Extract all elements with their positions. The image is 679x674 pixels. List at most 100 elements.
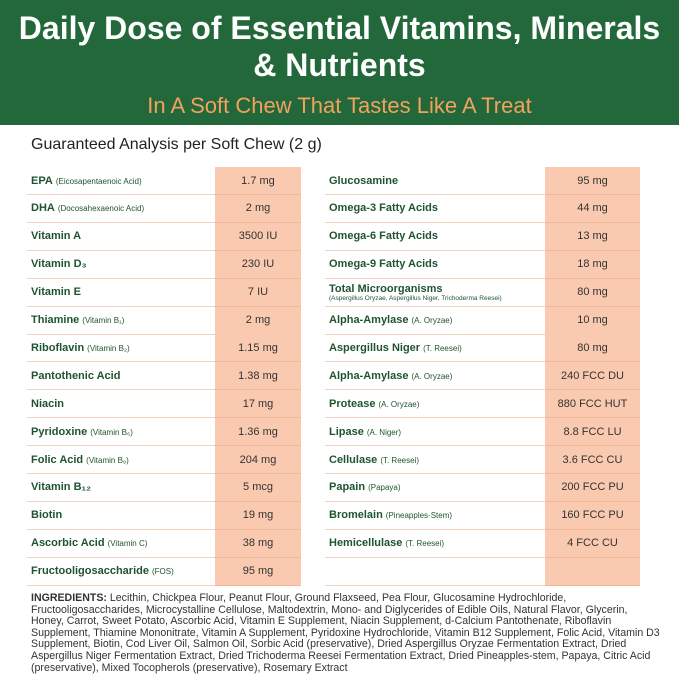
nutrient-name: Bromelain — [329, 509, 383, 522]
row-value: 18 mg — [545, 250, 640, 279]
row-name: Cellulase (T. Reesei) — [325, 446, 545, 474]
row-name: Ascorbic Acid (Vitamin C) — [27, 530, 215, 558]
nutrient-name: Fructooligosaccharide — [31, 565, 149, 578]
row-name: Vitamin A — [27, 223, 215, 251]
nutrient-note: (A. Oryzae) — [411, 371, 453, 381]
name-wrap: Pyridoxine (Vitamin B₆) — [31, 426, 133, 438]
row-name: Glucosamine — [325, 167, 545, 195]
nutrient-name: Omega-9 Fatty Acids — [329, 258, 439, 271]
nutrient-name: Vitamin E — [31, 286, 81, 299]
nutrient-name: DHA — [31, 202, 55, 215]
row-value: 95 mg — [545, 167, 640, 195]
nutrient-name: Pyridoxine — [31, 425, 88, 438]
name-wrap: Aspergillus Niger (T. Reesei) — [329, 342, 462, 354]
row-name — [325, 558, 545, 586]
nutrient-note: (Aspergillus Oryzae, Aspergillus Niger, … — [329, 294, 502, 302]
nutrient-name: Alpha-Amylase — [329, 369, 409, 382]
row-name: Folic Acid (Vitamin B₉) — [27, 446, 215, 474]
nutrient-value: 204 mg — [239, 453, 277, 466]
row-value: 7 IU — [215, 278, 301, 307]
row-value: 1.7 mg — [215, 167, 301, 195]
nutrient-name: Glucosamine — [329, 174, 399, 187]
nutrient-value: 3.6 FCC CU — [562, 453, 623, 466]
row-value: 95 mg — [215, 557, 301, 586]
row-value: 230 IU — [215, 250, 301, 279]
row-value: 10 mg — [545, 306, 640, 335]
nutrient-value: 95 mg — [577, 174, 608, 187]
row-value: 38 mg — [215, 529, 301, 558]
nutrient-name: Alpha-Amylase — [329, 314, 409, 326]
nutrient-note: (Pineapples-Stem) — [385, 511, 453, 521]
row-value: 80 mg — [545, 334, 640, 363]
row-name: Alpha-Amylase (A. Oryzae) — [325, 362, 545, 391]
name-wrap: Cellulase (T. Reesei) — [329, 454, 419, 466]
nutrient-note: (A. Niger) — [366, 427, 402, 437]
nutrient-note: (A. Oryzae) — [378, 399, 420, 409]
row-value: 204 mg — [215, 446, 301, 474]
nutrient-value: 4 FCC CU — [567, 537, 618, 550]
row-value: 13 mg — [545, 222, 640, 251]
nutrient-value: 7 IU — [247, 286, 269, 299]
row-name: Pyridoxine (Vitamin B₆) — [27, 418, 215, 447]
row-value: 80 mg — [545, 278, 640, 307]
nutrient-note: (Vitamin B₂) — [87, 343, 130, 353]
row-name: Biotin — [27, 502, 215, 530]
row-name: Protease (A. Oryzae) — [325, 390, 545, 419]
nutrient-name: Cellulase — [329, 453, 378, 466]
nutrient-note: (Vitamin B₉) — [86, 455, 129, 465]
nutrient-name: Hemicellulase — [329, 537, 403, 550]
nutrient-note: (T. Reesei) — [380, 455, 419, 465]
nutrient-name: Biotin — [31, 509, 63, 522]
nutrient-note: (Vitamin C) — [107, 539, 148, 549]
nutrient-name: Papain — [329, 481, 366, 494]
row-name: EPA (Eicosapentaenoic Acid) — [27, 167, 215, 195]
name-wrap: Vitamin E — [31, 286, 81, 298]
name-wrap: Biotin — [31, 509, 62, 521]
nutrient-name: Vitamin B₁₂ — [31, 481, 91, 494]
name-wrap: Fructooligosaccharide (FOS) — [31, 565, 174, 577]
row-value: 880 FCC HUT — [545, 390, 640, 419]
name-wrap: Vitamin D₃ — [31, 258, 87, 270]
row-value: 3500 IU — [215, 222, 301, 251]
row-name: Pantothenic Acid — [27, 362, 215, 391]
row-name: Bromelain (Pineapples-Stem) — [325, 502, 545, 530]
row-value: 4 FCC CU — [545, 529, 640, 558]
row-name: Fructooligosaccharide (FOS) — [27, 558, 215, 586]
name-wrap: Folic Acid (Vitamin B₉) — [31, 454, 129, 466]
nutrient-name: Omega-3 Fatty Acids — [329, 202, 439, 215]
ingredients: INGREDIENTS: Lecithin, Chickpea Flour, P… — [31, 592, 661, 674]
nutrient-value: 1.38 mg — [238, 369, 278, 382]
row-name: DHA (Docosahexaenoic Acid) — [27, 195, 215, 223]
nutrient-value: 18 mg — [577, 258, 608, 271]
nutrient-note: (Eicosapentaenoic Acid) — [55, 176, 142, 186]
name-wrap: Omega-6 Fatty Acids — [329, 230, 438, 242]
nutrient-value: 95 mg — [242, 565, 274, 578]
row-name: Lipase (A. Niger) — [325, 418, 545, 447]
nutrient-value: 80 mg — [577, 286, 608, 299]
row-name: Thiamine (Vitamin B₁) — [27, 307, 215, 335]
nutrient-note: (Papaya) — [368, 483, 401, 493]
nutrient-name: Protease — [329, 397, 376, 410]
nutrient-value: 8.8 FCC LU — [563, 425, 622, 438]
nutrient-value: 3500 IU — [238, 230, 278, 243]
row-name: Riboflavin (Vitamin B₂) — [27, 334, 215, 363]
row-value — [545, 557, 640, 586]
nutrient-name: Total Microorganisms — [329, 282, 443, 295]
nutrient-value: 80 mg — [577, 341, 608, 354]
row-value: 1.38 mg — [215, 362, 301, 391]
row-name: Hemicellulase (T. Reesei) — [325, 530, 545, 558]
row-name: Niacin — [27, 390, 215, 419]
nutrient-value: 160 FCC PU — [561, 509, 624, 522]
nutrient-name: Niacin — [31, 397, 65, 410]
nutrient-value: 1.15 mg — [238, 341, 278, 354]
nutrient-name: Pantothenic Acid — [31, 369, 121, 382]
header: Daily Dose of Essential Vitamins, Minera… — [0, 0, 679, 125]
row-name: Omega-9 Fatty Acids — [325, 251, 545, 279]
name-wrap: EPA (Eicosapentaenoic Acid) — [31, 175, 142, 187]
name-wrap: Riboflavin (Vitamin B₂) — [31, 342, 130, 354]
name-wrap: Pantothenic Acid — [31, 370, 120, 382]
row-value: 44 mg — [545, 194, 640, 223]
row-value: 1.15 mg — [215, 334, 301, 363]
nutrient-value: 38 mg — [242, 537, 274, 550]
